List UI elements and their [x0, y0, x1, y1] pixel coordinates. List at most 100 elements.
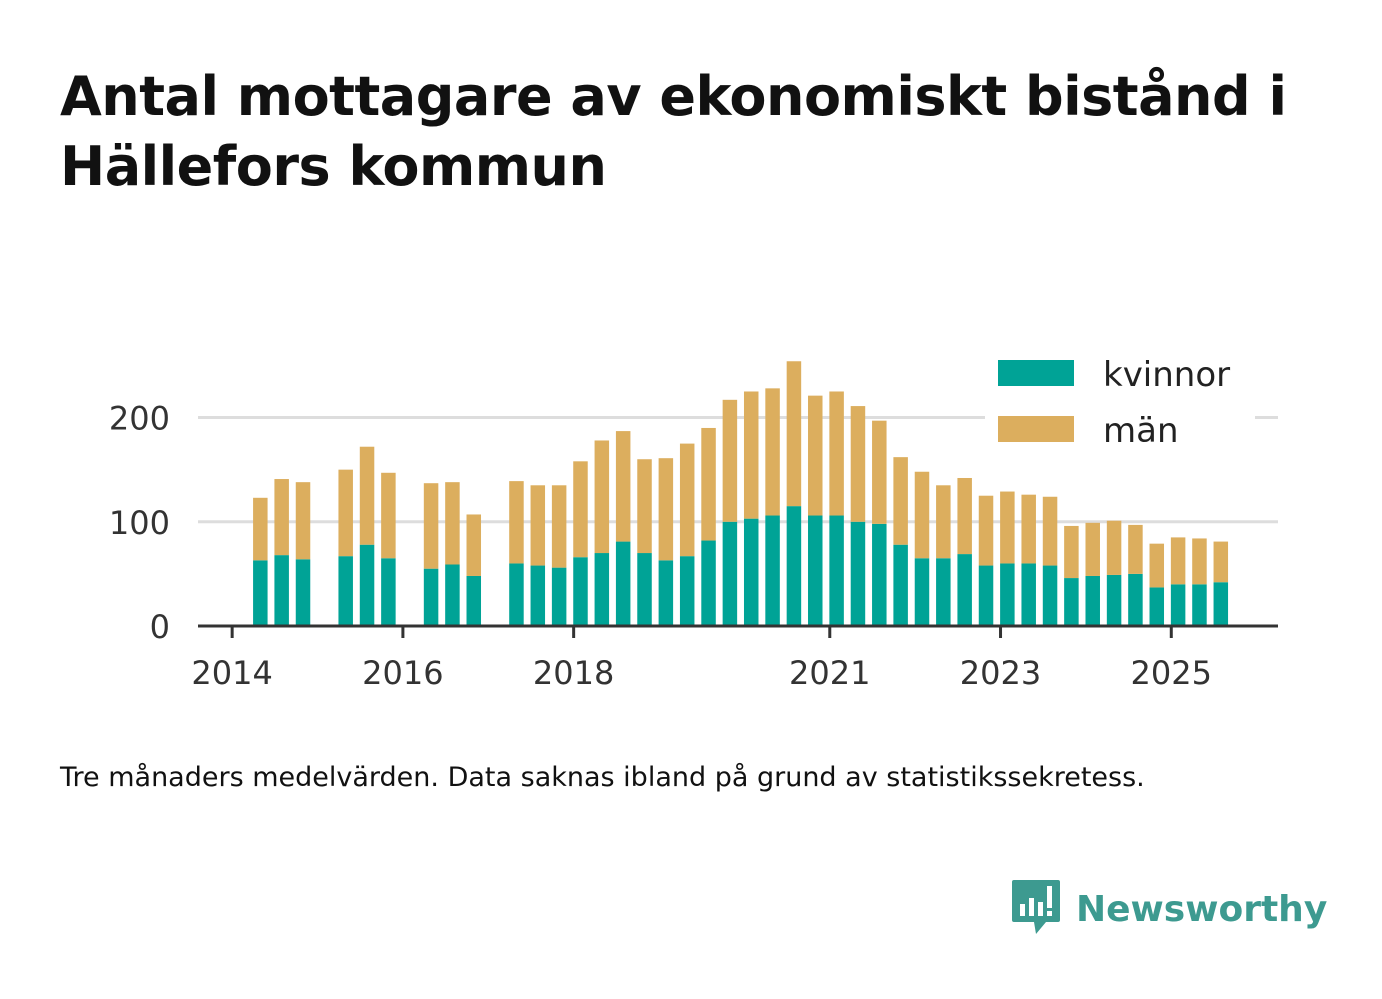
- brand-name: Newsworthy: [1076, 888, 1328, 930]
- bar-man: [1085, 522, 1100, 576]
- bar-kvinnor: [957, 554, 972, 626]
- bar-man: [1021, 494, 1036, 564]
- legend-swatch-man: [998, 416, 1074, 442]
- chart-title: Antal mottagare av ekonomiskt bistånd i …: [60, 65, 1287, 198]
- bar-kvinnor: [381, 558, 396, 626]
- bar-man: [1042, 496, 1058, 566]
- bar-kvinnor: [573, 557, 588, 626]
- bar-man: [1064, 525, 1079, 579]
- bar-kvinnor: [850, 521, 866, 626]
- brand-logo: Newsworthy: [1010, 878, 1327, 940]
- bar-man: [808, 395, 823, 516]
- legend-label-kvinnor: kvinnor: [1103, 355, 1230, 395]
- bar-kvinnor: [594, 553, 610, 626]
- bar-man: [1213, 541, 1229, 583]
- bar-kvinnor: [1106, 574, 1122, 626]
- y-tick-label: 100: [109, 504, 170, 542]
- bar-man: [1170, 537, 1186, 585]
- bar-kvinnor: [1021, 563, 1036, 626]
- y-tick-label: 0: [150, 608, 170, 646]
- bar-man: [573, 461, 588, 558]
- bar-man: [701, 427, 716, 541]
- bar-kvinnor: [765, 515, 780, 626]
- bar-kvinnor: [1128, 573, 1143, 626]
- bar-kvinnor: [359, 544, 375, 626]
- bar-man: [850, 406, 866, 522]
- bar-kvinnor: [1064, 578, 1079, 626]
- x-tick-label: 2014: [191, 654, 272, 692]
- bar-man: [765, 388, 780, 516]
- bar-kvinnor: [253, 560, 268, 626]
- bar-kvinnor: [893, 544, 908, 626]
- bar-kvinnor: [1213, 582, 1229, 626]
- bar-kvinnor: [274, 555, 289, 626]
- bar-man: [978, 495, 994, 566]
- bar-man: [872, 420, 887, 524]
- bar-man: [658, 458, 674, 561]
- y-tick-label: 200: [109, 400, 170, 438]
- bar-kvinnor: [1149, 587, 1165, 626]
- bar-man: [338, 469, 353, 557]
- bar-kvinnor: [615, 541, 631, 626]
- bar-kvinnor: [679, 556, 695, 626]
- bar-kvinnor: [338, 556, 353, 626]
- bar-man: [466, 514, 482, 576]
- bar-kvinnor: [509, 563, 524, 626]
- bar-kvinnor: [743, 518, 759, 626]
- bar-man: [743, 391, 759, 519]
- bar-kvinnor: [786, 506, 802, 626]
- bar-man: [1000, 491, 1015, 564]
- bar-man: [509, 481, 524, 564]
- bar-man: [957, 477, 972, 555]
- bar-man: [423, 483, 439, 569]
- bar-man: [722, 399, 738, 522]
- legend-swatch-kvinnor: [998, 360, 1074, 386]
- bar-kvinnor: [701, 540, 716, 626]
- axes: 0 100 200 2014 2016 2018 2021 2023 2025: [109, 400, 1278, 692]
- bar-man: [359, 446, 375, 545]
- bar-kvinnor: [295, 559, 311, 626]
- bar-kvinnor: [1085, 575, 1100, 626]
- bar-kvinnor: [423, 568, 439, 626]
- bar-kvinnor: [914, 558, 930, 626]
- stacked-bar-chart: 0 100 200 2014 2016 2018 2021 2023 2025 kvinnor …: [108, 348, 1278, 692]
- bar-kvinnor: [872, 523, 887, 626]
- x-tick-label: 2025: [1131, 654, 1212, 692]
- footnote: Tre månaders medelvärden. Data saknas ib…: [60, 762, 1145, 793]
- bar-man: [637, 459, 652, 554]
- x-tick-label: 2018: [533, 654, 614, 692]
- bar-man: [253, 497, 268, 561]
- bar-kvinnor: [637, 553, 652, 626]
- x-tick-label: 2023: [960, 654, 1041, 692]
- bar-kvinnor: [658, 560, 674, 626]
- bars: [253, 361, 1229, 626]
- bar-man: [829, 391, 844, 516]
- bar-man: [914, 471, 930, 559]
- bar-man: [530, 485, 546, 566]
- bar-kvinnor: [978, 565, 994, 626]
- x-tick-label: 2021: [789, 654, 870, 692]
- newsworthy-logo-icon: [1012, 880, 1060, 934]
- bar-kvinnor: [808, 515, 823, 626]
- legend: kvinnor män: [985, 348, 1255, 460]
- bar-man: [381, 472, 396, 559]
- bar-man: [615, 431, 631, 542]
- bar-kvinnor: [530, 565, 546, 626]
- bar-man: [936, 485, 951, 559]
- bar-kvinnor: [1000, 563, 1015, 626]
- bar-kvinnor: [551, 567, 567, 626]
- bar-man: [1106, 520, 1122, 575]
- bar-man: [551, 485, 567, 568]
- bar-kvinnor: [829, 515, 844, 626]
- bar-kvinnor: [445, 564, 460, 626]
- bar-kvinnor: [722, 521, 738, 626]
- bar-kvinnor: [1170, 584, 1186, 626]
- bar-man: [679, 443, 695, 557]
- bar-man: [445, 482, 460, 565]
- bar-man: [295, 482, 311, 560]
- bar-kvinnor: [1042, 565, 1058, 626]
- bar-man: [274, 479, 289, 556]
- bar-kvinnor: [1192, 584, 1207, 626]
- bar-kvinnor: [466, 575, 482, 626]
- bar-man: [1192, 538, 1207, 585]
